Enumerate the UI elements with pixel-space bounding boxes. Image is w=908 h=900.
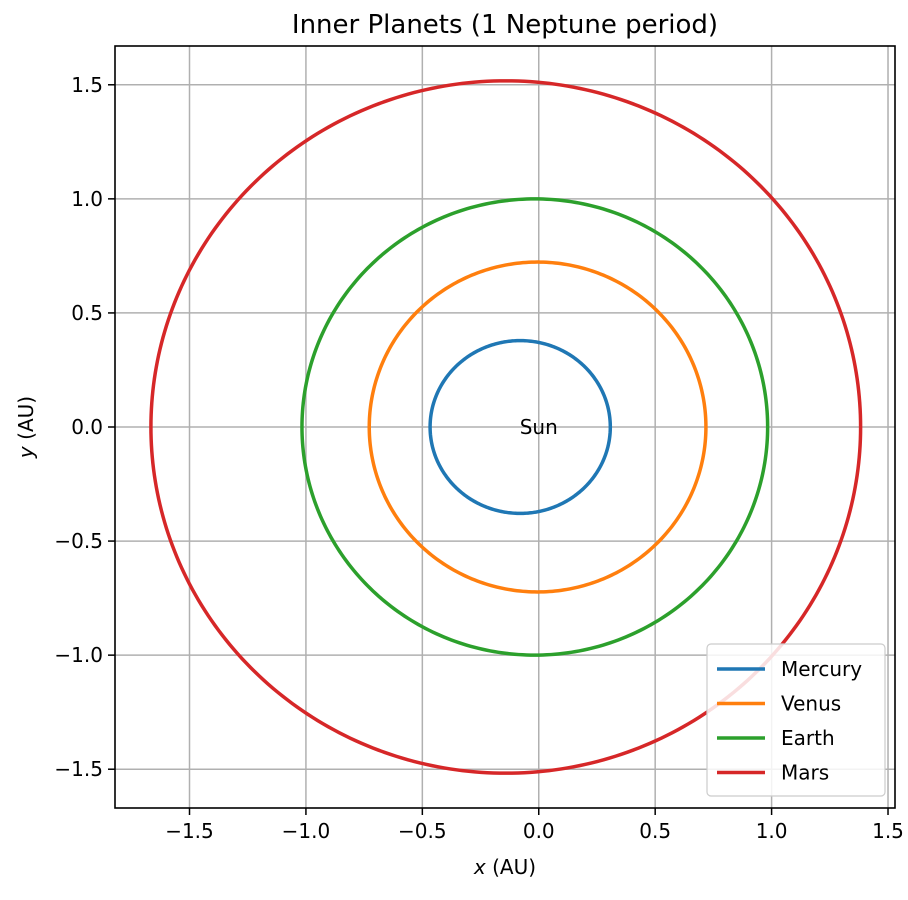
x-tick-label: −1.5 [165, 819, 214, 843]
orbit-earth [300, 197, 770, 657]
x-axis-label: x (AU) [473, 855, 536, 879]
y-axis-unit: (AU) [14, 396, 38, 446]
legend-label-venus: Venus [781, 692, 841, 716]
x-tick-label: 1.5 [872, 819, 904, 843]
sun-annotation: Sun [520, 415, 558, 439]
legend-label-mars: Mars [781, 761, 829, 785]
y-axis-var: y [14, 445, 38, 459]
orbit-venus [367, 260, 708, 594]
x-tick-label: −0.5 [398, 819, 447, 843]
y-tick-label: 1.0 [71, 187, 103, 211]
x-tick-label: 1.0 [756, 819, 788, 843]
x-tick-label: 0.5 [639, 819, 671, 843]
x-axis-var: x [473, 855, 486, 879]
x-tick-label: 0.0 [523, 819, 555, 843]
orbit-layer [149, 79, 863, 775]
y-tick-label: −0.5 [54, 529, 103, 553]
y-tick-label: 0.5 [71, 301, 103, 325]
y-tick-label: −1.0 [54, 643, 103, 667]
orbit-mercury [428, 338, 613, 516]
x-axis-unit: (AU) [486, 855, 536, 879]
legend-label-earth: Earth [781, 726, 835, 750]
legend-label-mercury: Mercury [781, 657, 862, 681]
tick-layer: −1.5 −1.0 −0.5 0.0 0.5 1.0 1.5 1.5 1.0 0.5 0.0 −0.5… [54, 73, 903, 843]
y-axis-label: y (AU) [14, 396, 38, 459]
y-tick-label: 1.5 [71, 73, 103, 97]
y-tick-label: −1.5 [54, 757, 103, 781]
legend: Mercury Venus Earth Mars [706, 643, 886, 797]
y-tick-label: 0.0 [71, 415, 103, 439]
orbit-mars [149, 79, 863, 775]
x-tick-label: −1.0 [282, 819, 331, 843]
legend-box [706, 643, 886, 797]
chart-title: Inner Planets (1 Neptune period) [292, 10, 718, 40]
